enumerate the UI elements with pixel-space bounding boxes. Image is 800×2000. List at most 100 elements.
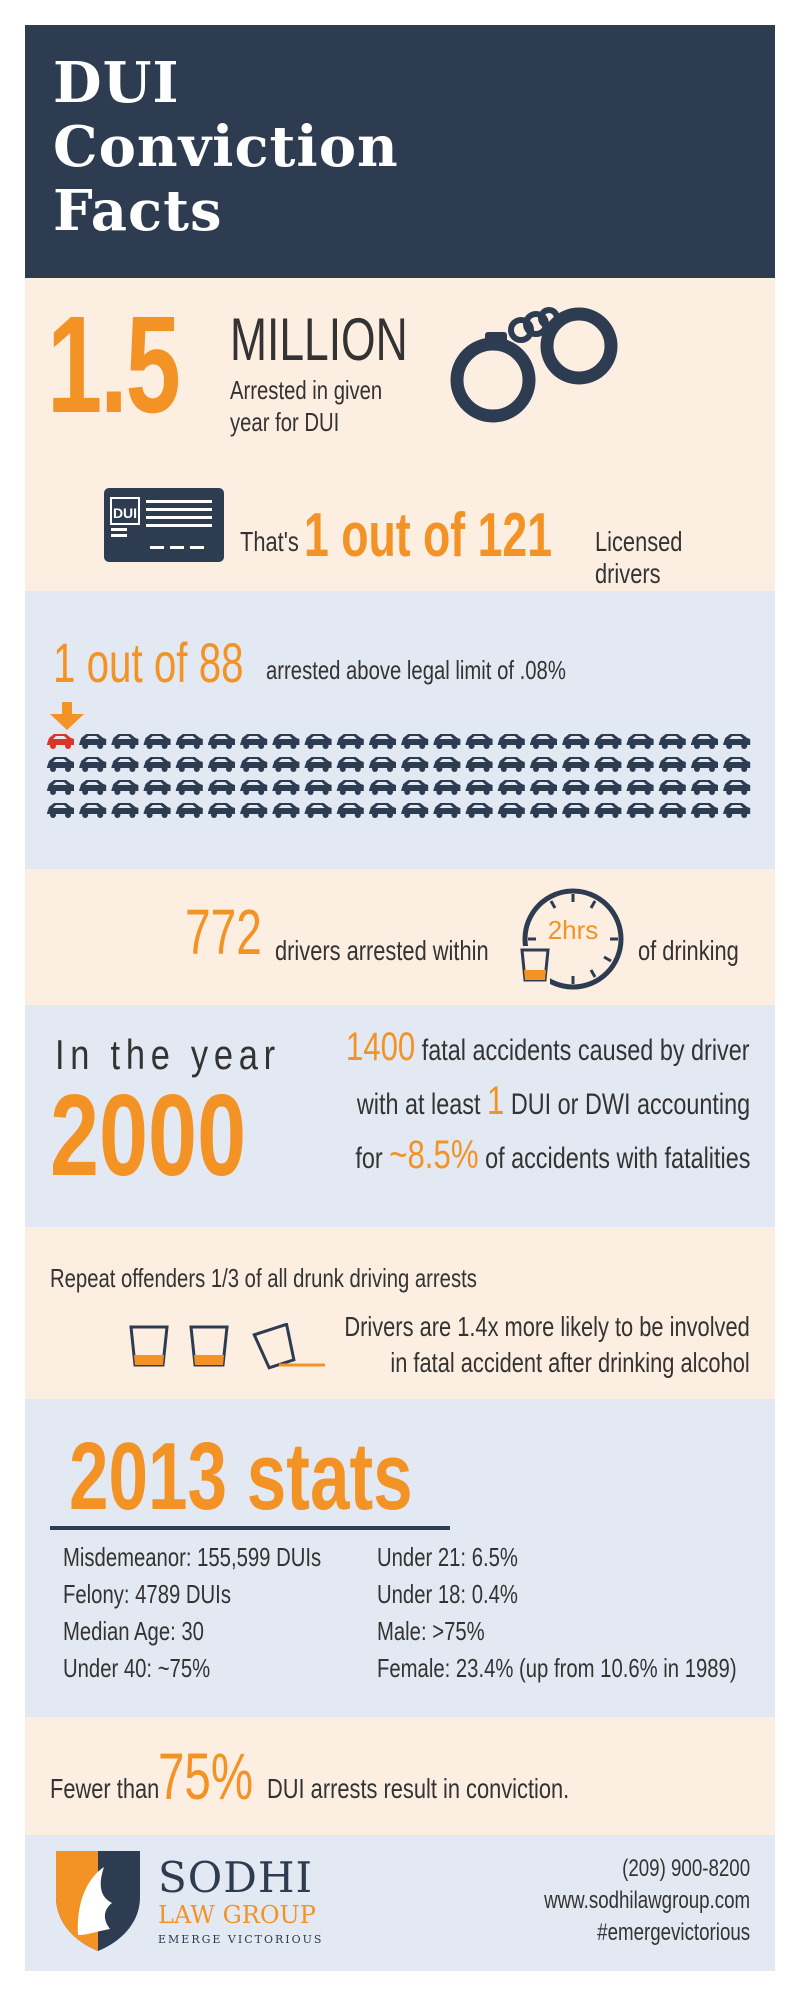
- page-title: DUI Conviction Facts: [53, 51, 399, 243]
- car-icon: [208, 780, 235, 795]
- licensed-drivers-label: Licensed drivers: [595, 526, 683, 589]
- two-hours-tail: of drinking: [638, 935, 739, 966]
- clock-icon: 2hrs: [518, 888, 624, 990]
- car-icon: [594, 734, 622, 749]
- shield-logo-icon: [56, 1851, 140, 1951]
- fatal-line-1: 1400 fatal accidents caused by driver: [232, 1025, 750, 1070]
- car-icon: [691, 757, 718, 772]
- year-2000-section: In the year 2000 1400 fatal accidents ca…: [25, 1005, 775, 1227]
- likely-line-2: in fatal accident after drinking alcohol: [289, 1347, 750, 1379]
- car-icon: [336, 780, 364, 795]
- car-icon: [530, 780, 557, 795]
- licensed-ratio: 1 out of 121: [304, 501, 553, 570]
- two-hours-text: drivers arrested within: [275, 935, 489, 966]
- car-icon: [691, 803, 718, 818]
- legal-limit-text: arrested above legal limit of .08%: [266, 655, 566, 685]
- fatal-line-3: for ~8.5% of accidents with fatalities: [244, 1133, 750, 1178]
- car-icon: [530, 757, 557, 772]
- car-icon: [272, 757, 300, 772]
- car-icon: [240, 734, 268, 749]
- car-icon: [369, 757, 396, 772]
- stats-divider: [50, 1526, 450, 1530]
- car-icon: [304, 757, 332, 772]
- car-icon: [47, 780, 74, 795]
- car-icon: [691, 780, 718, 795]
- car-icon: [304, 803, 332, 818]
- header-banner: DUI Conviction Facts: [25, 25, 775, 278]
- car-icon: [111, 757, 139, 772]
- car-icon: [47, 803, 74, 818]
- car-icon: [594, 757, 622, 772]
- car-icon: [530, 803, 557, 818]
- car-icon: [143, 803, 171, 818]
- repeat-offenders-section: Repeat offenders 1/3 of all drunk drivin…: [25, 1227, 775, 1399]
- stat-felony: Felony: 4789 DUIs: [63, 1579, 231, 1609]
- car-icon: [465, 780, 493, 795]
- two-hours-section: 772 drivers arrested within 2hrs of drin…: [25, 869, 775, 1005]
- car-icon: [208, 757, 235, 772]
- stat-under-18: Under 18: 0.4%: [377, 1579, 518, 1609]
- car-icon: [433, 803, 461, 818]
- car-icon: [562, 780, 590, 795]
- car-icon: [626, 780, 654, 795]
- brand-subtitle: LAW GROUP: [158, 1901, 316, 1929]
- car-icon: [304, 780, 332, 795]
- car-icon: [79, 734, 107, 749]
- car-icon: [47, 757, 74, 772]
- car-icon: [175, 734, 203, 749]
- footer: SODHI LAW GROUP EMERGE VICTORIOUS (209) …: [25, 1835, 775, 1971]
- car-icon: [691, 734, 718, 749]
- handcuffs-icon: [450, 307, 618, 423]
- car-icon: [175, 803, 203, 818]
- car-icon: [626, 803, 654, 818]
- car-icon: [626, 757, 654, 772]
- stats-title: 2013 stats: [69, 1423, 413, 1530]
- dui-count: 1: [486, 1079, 505, 1123]
- car-icon: [240, 780, 268, 795]
- stat-male: Male: >75%: [377, 1616, 485, 1646]
- car-icon: [530, 734, 557, 749]
- car-icon: [401, 780, 429, 795]
- car-icon: [304, 734, 332, 749]
- two-hours-number: 772: [185, 896, 262, 968]
- year-number: 2000: [50, 1070, 247, 1200]
- infographic: DUI Conviction Facts 1.5 MILLION Arreste…: [25, 25, 775, 1971]
- car-icon: [594, 780, 622, 795]
- brand-tagline: EMERGE VICTORIOUS: [158, 1933, 324, 1946]
- car-icon: [336, 757, 364, 772]
- car-icon: [465, 734, 493, 749]
- arrests-section: 1.5 MILLION Arrested in given year for D…: [25, 278, 775, 591]
- conviction-pre: Fewer than: [50, 1773, 160, 1804]
- car-icon: [208, 734, 235, 749]
- car-icon: [723, 780, 751, 795]
- car-icon: [658, 780, 686, 795]
- fatality-percent: ~8.5%: [388, 1133, 479, 1177]
- arrests-unit: MILLION: [230, 306, 408, 373]
- likely-line-1-text: Drivers are 1.4x more likely to be invol…: [344, 1311, 750, 1342]
- car-icon: [433, 734, 461, 749]
- legal-limit-section: 1 out of 88 arrested above legal limit o…: [25, 591, 775, 869]
- fatal-line-3-pre: for: [355, 1142, 383, 1175]
- contact-hashtag: #emergevictorious: [597, 1919, 750, 1946]
- clock-label: 2hrs: [548, 915, 599, 945]
- car-icon: [497, 803, 525, 818]
- fatal-line-2-pre: with at least: [356, 1088, 481, 1121]
- car-icon: [143, 757, 171, 772]
- car-icon: [208, 803, 235, 818]
- contact-phone[interactable]: (209) 900-8200: [621, 1855, 750, 1882]
- car-icon: [336, 803, 364, 818]
- arrests-caption-line-1: Arrested in given: [230, 375, 383, 405]
- in-the-year-label: In the year: [55, 1031, 281, 1078]
- car-icon: [240, 757, 268, 772]
- conviction-section: Fewer than 75% DUI arrests result in con…: [25, 1717, 775, 1835]
- car-icon: [401, 803, 429, 818]
- stat-under-40: Under 40: ~75%: [63, 1653, 211, 1683]
- car-icon: [723, 803, 751, 818]
- contact-website[interactable]: www.sodhilawgroup.com: [543, 1887, 750, 1914]
- down-arrow-icon: [50, 702, 84, 730]
- car-icon: [658, 757, 686, 772]
- car-icon: [175, 780, 203, 795]
- car-icon: [497, 780, 525, 795]
- car-icon: [143, 734, 171, 749]
- arrests-caption-line-2: year for DUI: [230, 407, 340, 437]
